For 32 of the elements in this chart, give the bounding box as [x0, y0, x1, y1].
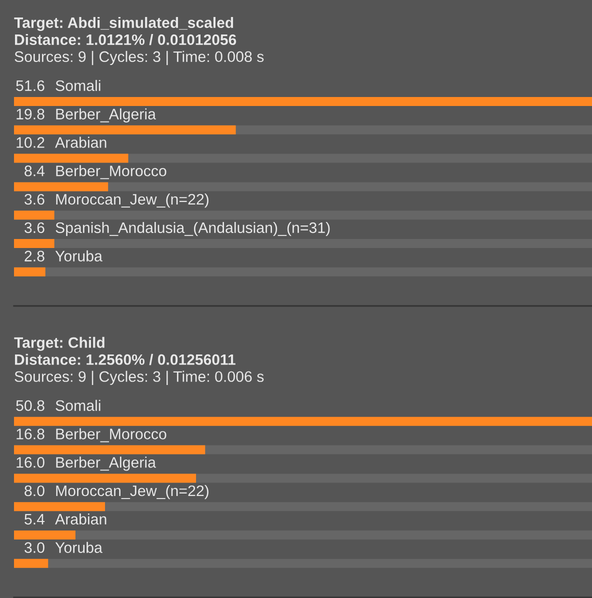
- y-tick-label: Spanish_Andalusia_(Andalusian)_(n=31): [56, 222, 330, 236]
- chart-subtitle: Distance: 1.0121% / 0.01012056: [15, 34, 236, 46]
- data-label: 5.4: [24, 514, 45, 525]
- y-tick-label: Arabian: [55, 513, 106, 525]
- chart-title: Target: Abdi_simulated_scaled: [14, 16, 234, 32]
- data-label: 8.4: [24, 166, 45, 176]
- chart-title: Target: Child: [14, 336, 104, 351]
- y-tick-label: Berber_Algeria: [56, 108, 156, 122]
- y-tick-label: Berber_Morocco: [56, 165, 166, 180]
- y-tick-label: Berber_Algeria: [56, 456, 156, 471]
- data-label: 8.0: [24, 485, 44, 496]
- y-tick-label: Moroccan_Jew_(n=22): [56, 194, 208, 208]
- data-label: 16.8: [16, 428, 44, 440]
- data-label: 2.8: [24, 250, 44, 262]
- source-note: Sources: 9 | Cycles: 3 | Time: 0.006 s: [14, 370, 264, 385]
- data-label: 10.2: [16, 137, 44, 148]
- chart-subtitle: Distance: 1.2560% / 0.01256011: [15, 354, 236, 366]
- data-label: 3.0: [24, 542, 44, 553]
- y-tick-label: Arabian: [55, 136, 106, 148]
- y-tick-label: Yoruba: [55, 542, 102, 553]
- data-label: 3.6: [24, 222, 44, 234]
- y-tick-label: Somali: [56, 80, 100, 92]
- data-label: 16.0: [16, 457, 44, 468]
- y-tick-label: Berber_Morocco: [56, 428, 166, 442]
- y-tick-label: Somali: [56, 400, 100, 411]
- data-label: 19.8: [16, 108, 44, 120]
- data-label: 50.8: [16, 400, 44, 411]
- y-tick-label: Moroccan_Jew_(n=22): [56, 485, 208, 500]
- y-tick-label: Yoruba: [55, 250, 102, 262]
- source-note: Sources: 9 | Cycles: 3 | Time: 0.008 s: [14, 50, 264, 66]
- data-label: 51.6: [16, 80, 44, 92]
- data-label: 3.6: [24, 194, 44, 205]
